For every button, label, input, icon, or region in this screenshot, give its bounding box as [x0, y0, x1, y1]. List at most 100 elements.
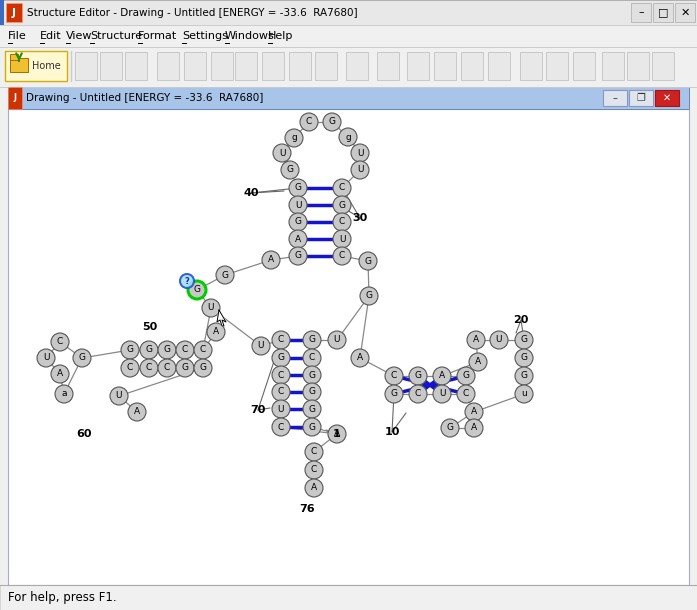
Text: C: C — [182, 345, 188, 354]
Text: U: U — [496, 336, 503, 345]
Text: For help, press F1.: For help, press F1. — [8, 590, 116, 603]
Bar — [377, 52, 399, 80]
Circle shape — [207, 323, 225, 341]
Circle shape — [303, 400, 321, 418]
Text: U: U — [43, 354, 49, 362]
Bar — [10, 58, 28, 72]
Circle shape — [73, 349, 91, 367]
Circle shape — [176, 359, 194, 377]
Text: G: G — [415, 371, 422, 381]
Bar — [262, 52, 284, 80]
Text: ✕: ✕ — [663, 93, 671, 103]
Text: File: File — [8, 31, 26, 41]
Text: A: A — [311, 484, 317, 492]
Text: G: G — [309, 370, 316, 379]
Text: A: A — [134, 407, 140, 417]
Circle shape — [433, 367, 451, 385]
Circle shape — [300, 113, 318, 131]
Text: C: C — [309, 354, 315, 362]
Circle shape — [457, 385, 475, 403]
Text: Drawing - Untitled [ENERGY = -33.6  RA7680]: Drawing - Untitled [ENERGY = -33.6 RA768… — [26, 93, 263, 103]
Text: U: U — [357, 148, 363, 157]
Circle shape — [216, 266, 234, 284]
Circle shape — [515, 331, 533, 349]
Text: U: U — [208, 304, 214, 312]
Text: a: a — [61, 390, 67, 398]
Circle shape — [140, 341, 158, 359]
Bar — [125, 52, 147, 80]
Bar — [573, 52, 595, 80]
Text: C: C — [311, 465, 317, 475]
Bar — [225, 43, 230, 44]
Circle shape — [351, 349, 369, 367]
Text: G: G — [390, 390, 397, 398]
Text: C: C — [415, 390, 421, 398]
Bar — [8, 87, 689, 109]
Circle shape — [194, 359, 212, 377]
Circle shape — [385, 385, 403, 403]
Bar — [629, 90, 653, 106]
Text: J: J — [12, 7, 16, 18]
Circle shape — [469, 353, 487, 371]
Circle shape — [262, 251, 280, 269]
Circle shape — [180, 274, 194, 288]
Text: G: G — [295, 251, 302, 260]
Circle shape — [272, 400, 290, 418]
Circle shape — [121, 341, 139, 359]
Text: Structure Editor - Drawing - Untitled [ENERGY = -33.6  RA7680]: Structure Editor - Drawing - Untitled [E… — [27, 7, 358, 18]
Circle shape — [289, 247, 307, 265]
Bar — [8, 43, 13, 44]
Circle shape — [333, 213, 351, 231]
Text: G: G — [199, 364, 206, 373]
Circle shape — [158, 341, 176, 359]
Text: G: G — [328, 118, 335, 126]
Text: 70: 70 — [250, 405, 266, 415]
Bar — [66, 43, 71, 44]
Circle shape — [441, 419, 459, 437]
Circle shape — [55, 385, 73, 403]
Text: Structure: Structure — [90, 31, 142, 41]
Text: U: U — [279, 148, 285, 157]
Circle shape — [202, 299, 220, 317]
Circle shape — [385, 367, 403, 385]
Text: C: C — [339, 218, 345, 226]
Text: G: G — [164, 345, 171, 354]
Text: □: □ — [658, 7, 668, 18]
Circle shape — [303, 383, 321, 401]
Circle shape — [289, 213, 307, 231]
Text: C: C — [278, 336, 284, 345]
Text: A: A — [295, 234, 301, 243]
Text: G: G — [277, 354, 284, 362]
Circle shape — [467, 331, 485, 349]
Text: U: U — [357, 165, 363, 174]
Circle shape — [110, 387, 128, 405]
Text: Format: Format — [138, 31, 177, 41]
Text: G: G — [146, 345, 153, 354]
Bar — [289, 52, 311, 80]
Text: C: C — [463, 390, 469, 398]
Bar — [655, 90, 679, 106]
Bar — [6, 3, 22, 22]
Circle shape — [360, 287, 378, 305]
Bar — [138, 43, 143, 44]
Text: G: G — [447, 423, 454, 432]
Bar — [184, 52, 206, 80]
Circle shape — [273, 144, 291, 162]
Text: 20: 20 — [513, 315, 529, 325]
Circle shape — [351, 144, 369, 162]
Text: C: C — [146, 364, 152, 373]
Bar — [602, 52, 624, 80]
Circle shape — [409, 385, 427, 403]
Bar — [268, 43, 273, 44]
Text: G: G — [339, 201, 346, 209]
Text: A: A — [268, 256, 274, 265]
Bar — [235, 52, 257, 80]
Text: G: G — [181, 364, 188, 373]
Circle shape — [490, 331, 508, 349]
Text: A: A — [473, 336, 479, 345]
Text: 1: 1 — [333, 429, 341, 439]
Text: G: G — [309, 423, 316, 431]
Text: 60: 60 — [76, 429, 92, 439]
Text: Help: Help — [268, 31, 293, 41]
Text: A: A — [357, 354, 363, 362]
